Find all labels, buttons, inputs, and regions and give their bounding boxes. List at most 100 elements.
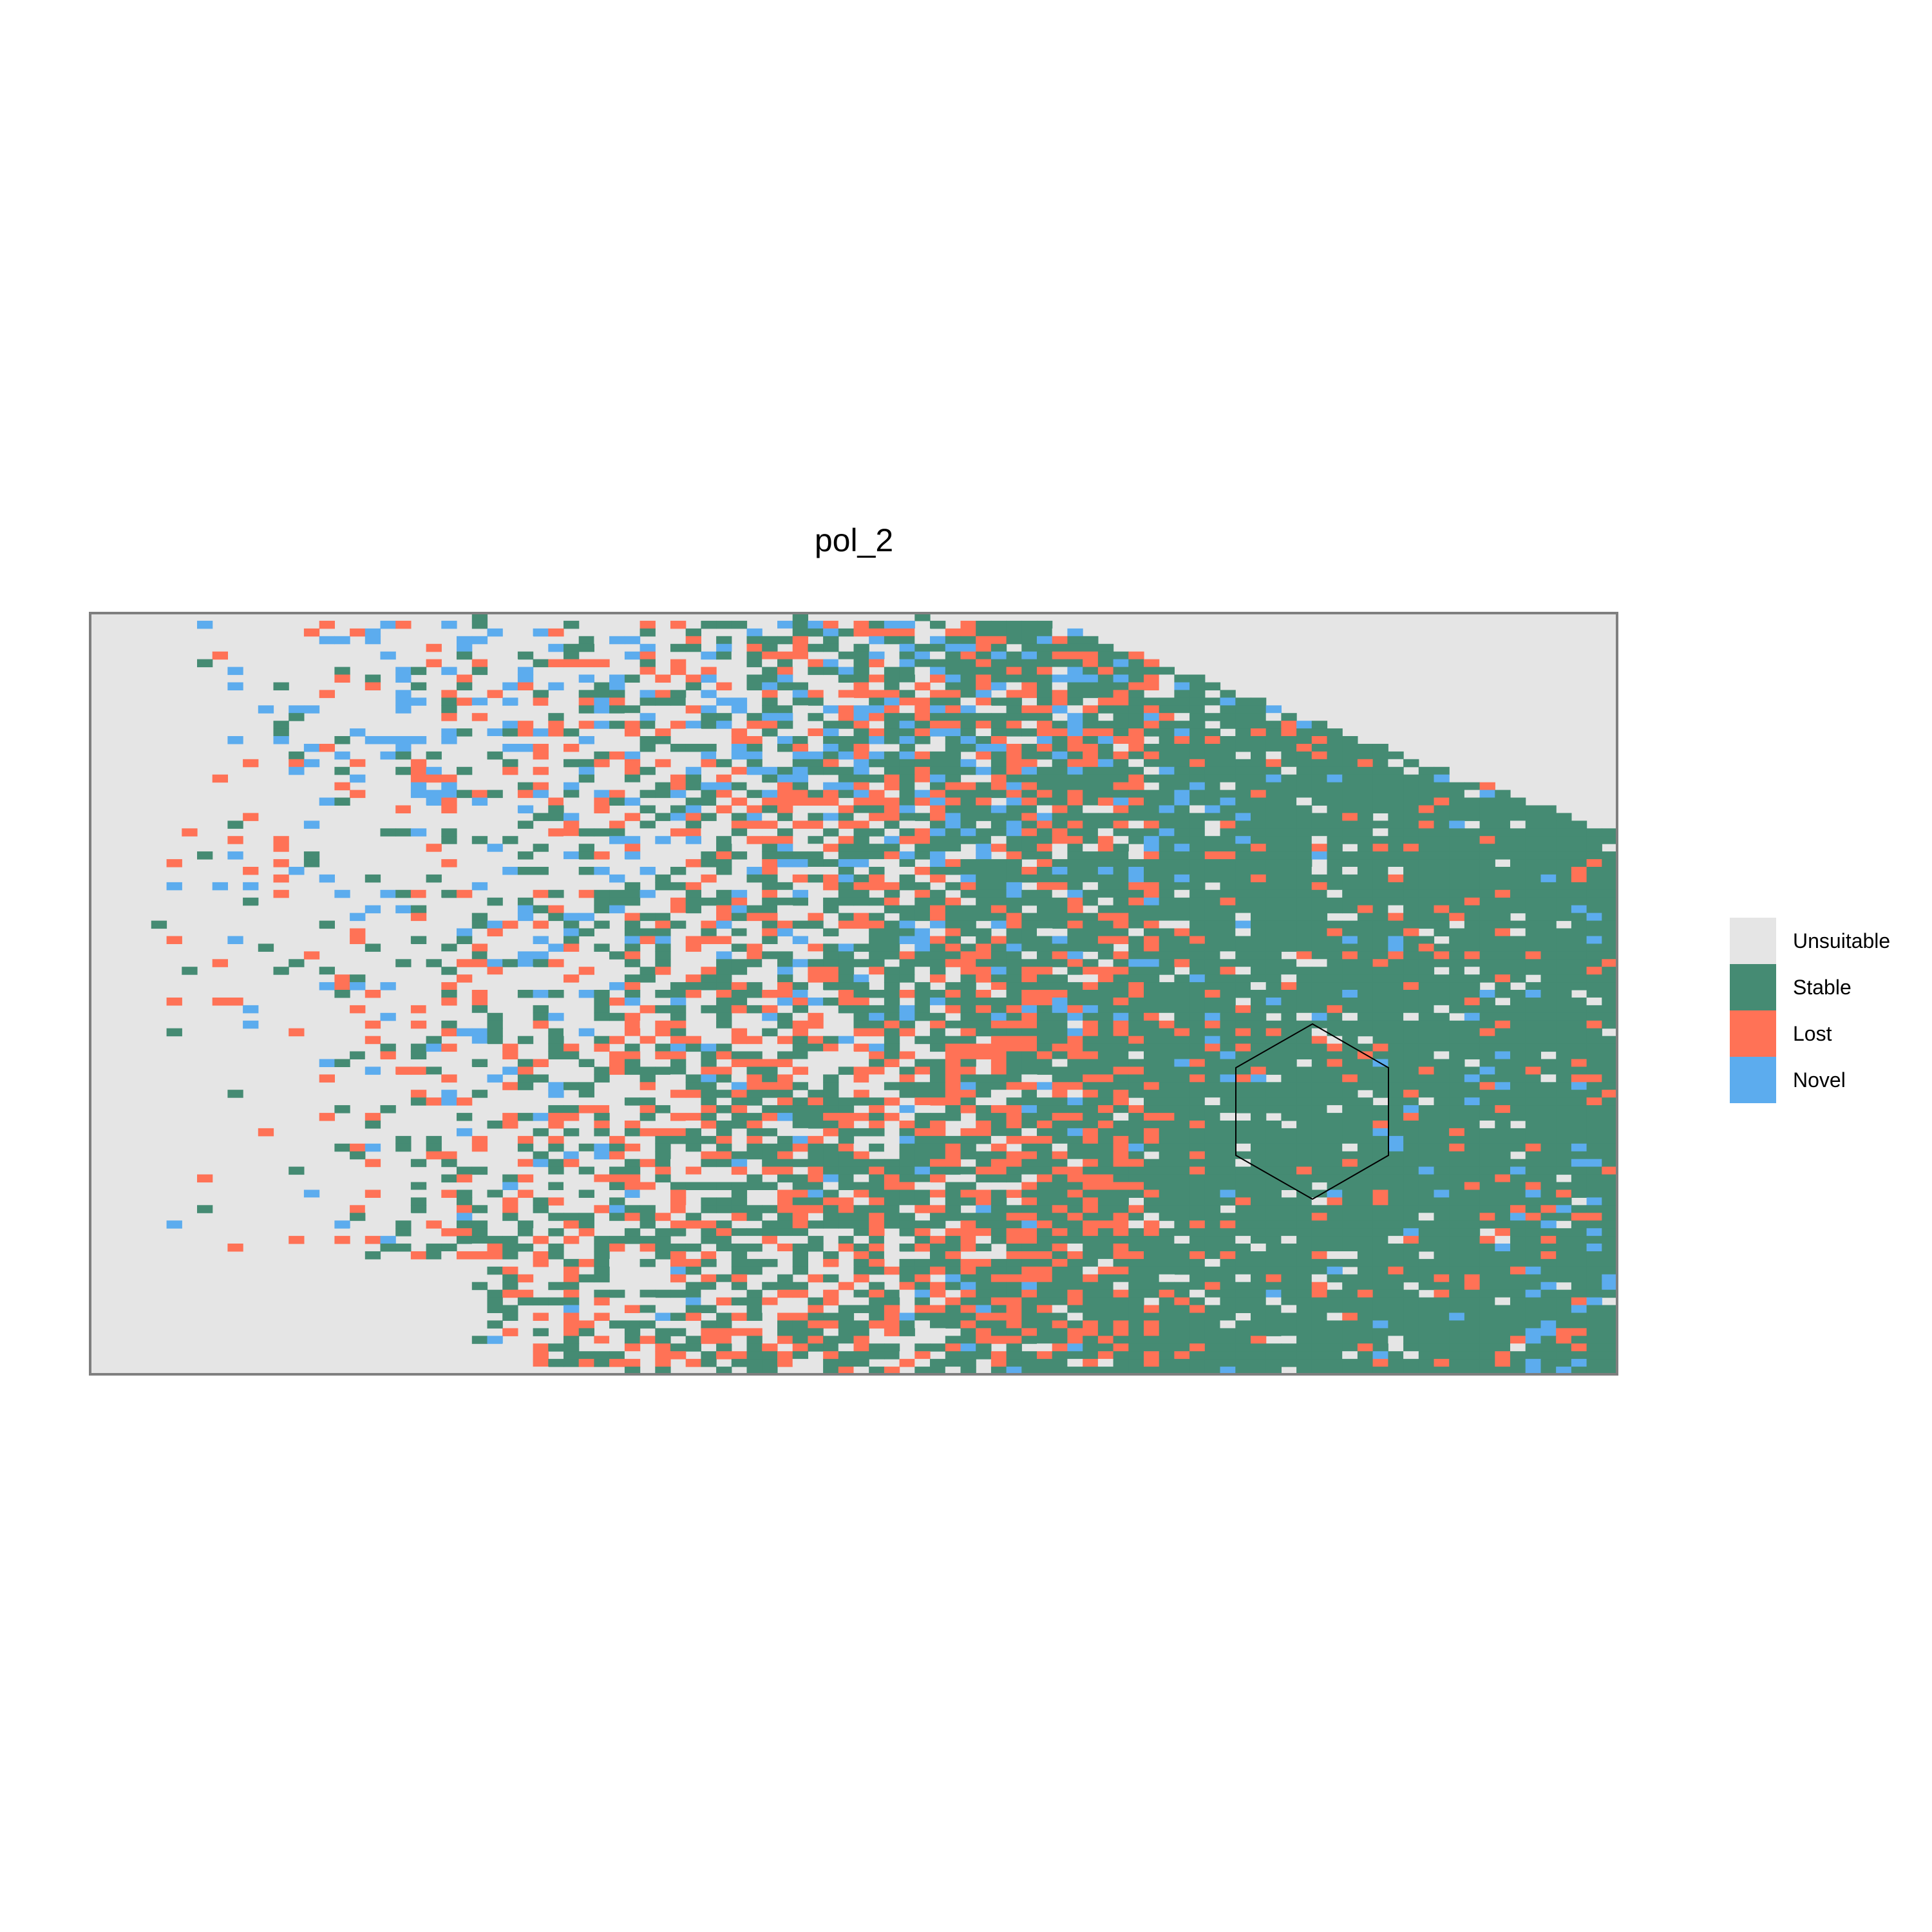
stable-cell — [1281, 1151, 1297, 1160]
lost-cell — [1571, 1059, 1587, 1067]
stable-cell — [1265, 1043, 1282, 1052]
stable-cell — [1510, 974, 1526, 983]
stable-cell — [1372, 897, 1388, 906]
stable-cell — [1434, 766, 1450, 775]
lost-cell — [731, 797, 748, 806]
stable-cell — [914, 913, 931, 922]
unsuitable-cell — [746, 928, 762, 936]
stable-cell — [1052, 820, 1068, 829]
stable-cell — [578, 636, 594, 645]
stable-cell — [395, 889, 412, 898]
stable-cell — [1586, 1066, 1602, 1075]
stable-cell — [578, 1220, 594, 1229]
stable-cell — [1052, 1189, 1068, 1198]
stable-cell — [1434, 1166, 1450, 1175]
stable-cell — [1037, 1143, 1053, 1152]
stable-cell — [1495, 982, 1511, 990]
unsuitable-cell — [853, 1197, 869, 1206]
stable-cell — [548, 1105, 564, 1113]
stable-cell — [1296, 1197, 1312, 1206]
lost-cell — [564, 744, 580, 752]
unsuitable-cell — [853, 1174, 869, 1183]
stable-cell — [670, 690, 687, 698]
stable-cell — [1403, 759, 1419, 768]
lost-cell — [1006, 1121, 1022, 1129]
stable-cell — [1510, 1043, 1526, 1052]
lost-cell — [701, 967, 717, 975]
unsuitable-cell — [1311, 1028, 1328, 1037]
stable-cell — [1083, 1258, 1099, 1267]
lost-cell — [990, 936, 1007, 944]
stable-cell — [639, 736, 656, 744]
stable-cell — [1189, 1113, 1206, 1121]
novel-cell — [853, 759, 869, 768]
novel-cell — [1067, 728, 1083, 737]
novel-cell — [1021, 1220, 1037, 1229]
stable-cell — [1220, 1182, 1236, 1190]
novel-cell — [853, 790, 869, 799]
stable-cell — [777, 766, 793, 775]
lost-cell — [1128, 651, 1144, 660]
stable-cell — [808, 874, 824, 883]
novel-cell — [701, 751, 717, 760]
stable-cell — [1021, 897, 1037, 906]
stable-cell — [1113, 974, 1129, 983]
unsuitable-cell — [319, 667, 335, 676]
stable-cell — [960, 682, 976, 690]
stable-cell — [990, 1266, 1007, 1275]
stable-cell — [1525, 1028, 1541, 1037]
lost-cell — [350, 1205, 366, 1213]
stable-cell — [1342, 1097, 1358, 1106]
novel-cell — [410, 828, 427, 837]
stable-cell — [1251, 905, 1267, 914]
stable-cell — [1037, 628, 1053, 637]
stable-cell — [1067, 967, 1083, 975]
unsuitable-cell — [990, 1097, 1007, 1106]
stable-cell — [792, 1182, 808, 1190]
stable-cell — [1128, 1020, 1144, 1029]
stable-cell — [1052, 959, 1068, 967]
stable-cell — [1311, 1074, 1328, 1083]
stable-cell — [1464, 1189, 1481, 1198]
stable-cell — [1403, 905, 1419, 914]
unsuitable-cell — [1464, 790, 1481, 799]
unsuitable-cell — [1052, 1143, 1068, 1152]
novel-cell — [441, 620, 457, 629]
lost-cell — [823, 797, 839, 806]
stable-cell — [731, 782, 748, 791]
stable-cell — [777, 636, 793, 645]
stable-cell — [1403, 1205, 1419, 1213]
stable-cell — [1067, 774, 1083, 783]
unsuitable-cell — [746, 782, 762, 791]
lost-cell — [502, 1082, 518, 1090]
stable-cell — [471, 1220, 488, 1229]
stable-cell — [1097, 682, 1114, 690]
stable-cell — [1449, 974, 1465, 983]
stable-cell — [1296, 859, 1312, 867]
stable-cell — [838, 651, 855, 660]
stable-cell — [1097, 1066, 1114, 1075]
novel-cell — [1464, 1074, 1481, 1083]
unsuitable-cell — [1006, 1090, 1022, 1098]
novel-cell — [1006, 782, 1022, 791]
stable-cell — [1174, 697, 1190, 706]
lost-cell — [426, 1151, 442, 1160]
stable-cell — [716, 897, 732, 906]
stable-cell — [1144, 1090, 1160, 1098]
stable-cell — [1418, 920, 1435, 929]
lost-cell — [976, 1189, 992, 1198]
stable-cell — [1479, 867, 1495, 875]
novel-cell — [502, 721, 518, 729]
stable-cell — [350, 974, 366, 983]
lost-cell — [578, 967, 594, 975]
stable-cell — [976, 905, 992, 914]
novel-cell — [441, 1090, 457, 1098]
lost-cell — [716, 936, 732, 944]
stable-cell — [1265, 1244, 1282, 1252]
stable-cell — [380, 1043, 396, 1052]
stable-cell — [1372, 782, 1388, 791]
stable-cell — [1174, 1074, 1190, 1083]
stable-cell — [1021, 728, 1037, 737]
stable-cell — [731, 1258, 748, 1267]
lost-cell — [792, 790, 808, 799]
